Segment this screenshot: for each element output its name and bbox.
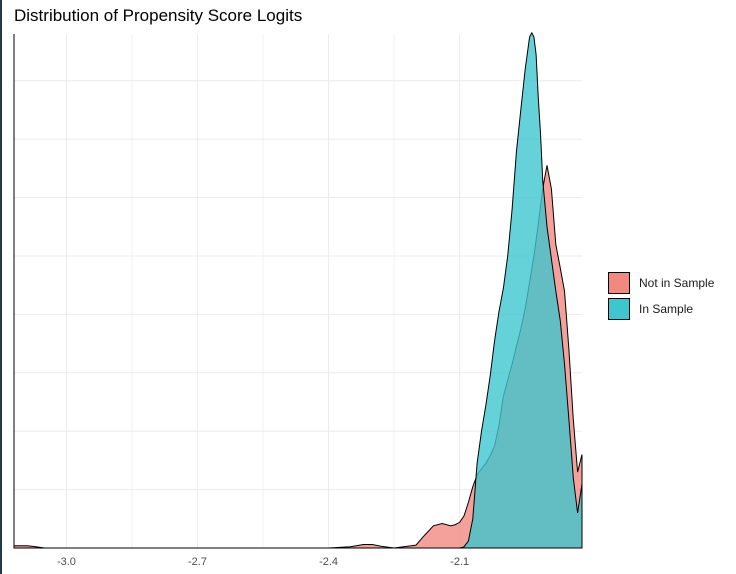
density-area-layer <box>13 31 583 549</box>
legend-key-in-sample <box>608 298 630 320</box>
x-tick-label: -2.4 <box>319 556 338 568</box>
legend: Not in Sample In Sample <box>608 270 714 322</box>
x-tick-label: -3.0 <box>57 556 76 568</box>
legend-label-in-sample: In Sample <box>639 302 694 316</box>
axis-layer: -3.0 -2.7 -2.4 -2.1 <box>13 34 582 568</box>
legend-label-not-in-sample: Not in Sample <box>639 276 715 290</box>
x-tick-label: -2.1 <box>450 556 469 568</box>
legend-item-in-sample: In Sample <box>608 296 714 322</box>
legend-key-not-in-sample <box>608 272 630 294</box>
density-area-in-sample <box>302 31 583 549</box>
window-left-edge <box>0 0 2 574</box>
grid-layer <box>14 34 582 548</box>
x-tick-label: -2.7 <box>188 556 207 568</box>
chart-title: Distribution of Propensity Score Logits <box>14 6 303 25</box>
legend-item-not-in-sample: Not in Sample <box>608 270 714 296</box>
